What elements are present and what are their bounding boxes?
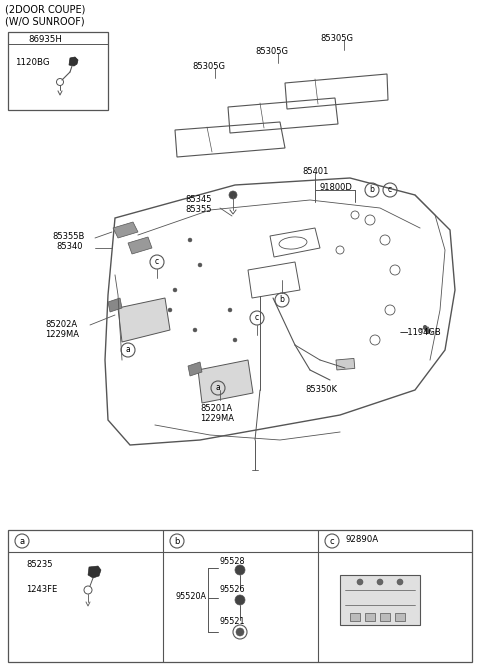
Text: 85305G: 85305G (255, 47, 288, 56)
Bar (365, 613, 375, 621)
Text: a: a (19, 537, 24, 546)
Circle shape (228, 308, 232, 312)
Text: 1120BG: 1120BG (15, 58, 49, 67)
Polygon shape (108, 298, 122, 312)
Text: (W/O SUNROOF): (W/O SUNROOF) (5, 16, 84, 26)
Text: b: b (279, 295, 285, 305)
Circle shape (236, 628, 244, 636)
Text: a: a (216, 384, 220, 393)
Text: 92890A: 92890A (346, 535, 379, 544)
Polygon shape (188, 362, 202, 376)
Text: c: c (155, 258, 159, 266)
Bar (8, 530, 472, 662)
Polygon shape (88, 566, 101, 578)
Text: 85305G: 85305G (320, 34, 353, 43)
Text: 1229MA: 1229MA (45, 330, 79, 339)
Text: 85340: 85340 (56, 242, 83, 251)
Bar (380, 613, 390, 621)
Polygon shape (118, 298, 170, 342)
Circle shape (377, 579, 383, 585)
Circle shape (357, 579, 363, 585)
Text: 1243FE: 1243FE (26, 585, 57, 594)
Text: 85201A: 85201A (200, 404, 232, 413)
Text: 95526: 95526 (220, 585, 245, 594)
Text: 85350K: 85350K (305, 385, 337, 394)
Circle shape (168, 308, 172, 312)
Circle shape (235, 565, 245, 575)
Polygon shape (198, 360, 253, 403)
Polygon shape (128, 237, 152, 254)
Text: 85401: 85401 (302, 167, 328, 176)
Text: (2DOOR COUPE): (2DOOR COUPE) (5, 5, 85, 15)
Bar (8, 32, 108, 110)
Text: 91800D: 91800D (320, 183, 353, 192)
Text: c: c (330, 537, 334, 546)
Text: c: c (388, 185, 392, 195)
Text: 85355: 85355 (185, 205, 212, 214)
Text: 95520A: 95520A (175, 592, 206, 601)
Text: 85345: 85345 (185, 195, 212, 204)
Text: b: b (174, 537, 180, 546)
Circle shape (229, 191, 237, 199)
Polygon shape (69, 57, 78, 66)
Circle shape (173, 288, 177, 292)
Text: c: c (255, 313, 259, 323)
Text: b: b (370, 185, 374, 195)
Text: 85235: 85235 (26, 560, 52, 569)
Polygon shape (113, 222, 138, 238)
Circle shape (198, 263, 202, 267)
Bar (340, 575, 420, 625)
Circle shape (397, 579, 403, 585)
Text: 95521: 95521 (220, 617, 245, 626)
Text: 85305G: 85305G (192, 62, 225, 71)
Text: 85355B: 85355B (52, 232, 84, 241)
Bar (350, 613, 360, 621)
Circle shape (233, 338, 237, 342)
Text: 85202A: 85202A (45, 320, 77, 329)
Circle shape (188, 238, 192, 242)
Text: a: a (126, 346, 131, 354)
Text: —1194GB: —1194GB (400, 328, 442, 337)
Text: 86935H: 86935H (28, 35, 62, 44)
Circle shape (235, 595, 245, 605)
Bar (336, 358, 355, 370)
Circle shape (193, 328, 197, 332)
Bar (395, 613, 405, 621)
Text: 95528: 95528 (220, 557, 245, 566)
Text: 1229MA: 1229MA (200, 414, 234, 423)
